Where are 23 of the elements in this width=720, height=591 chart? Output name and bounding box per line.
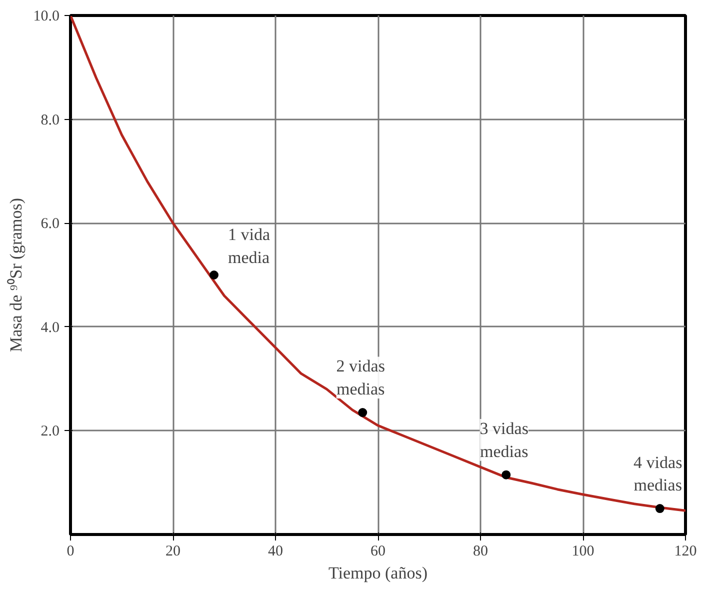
y-tick-label: 4.0	[40, 320, 60, 336]
x-tick-label: 40	[268, 544, 283, 560]
x-tick-label: 120	[674, 544, 697, 560]
x-axis-title: Tiempo (años)	[328, 564, 428, 582]
annotation: 2 vidas medias	[336, 356, 385, 399]
y-axis-title: Masa de ⁹⁰Sr (gramos)	[6, 198, 26, 352]
x-tick-label: 0	[66, 544, 74, 560]
x-tick-label: 100	[572, 544, 594, 560]
point	[358, 408, 368, 418]
x-tick-label: 80	[473, 544, 488, 560]
annotation: 1 vida media	[228, 225, 270, 267]
y-tick-label: 8.0	[40, 112, 60, 128]
x-tick-label: 20	[166, 544, 180, 560]
x-tick-label: 60	[370, 544, 386, 560]
point	[210, 270, 218, 280]
y-tick-label: 2.0	[40, 424, 60, 440]
point	[655, 504, 664, 514]
annotation: 4 vidas medias	[634, 452, 682, 495]
y-tick-label: 6.0	[40, 216, 60, 232]
y-tick-label: 10.0	[33, 8, 60, 24]
point	[502, 470, 511, 480]
line-series	[70, 16, 686, 512]
annotation: 3 vidas medias	[480, 419, 528, 461]
